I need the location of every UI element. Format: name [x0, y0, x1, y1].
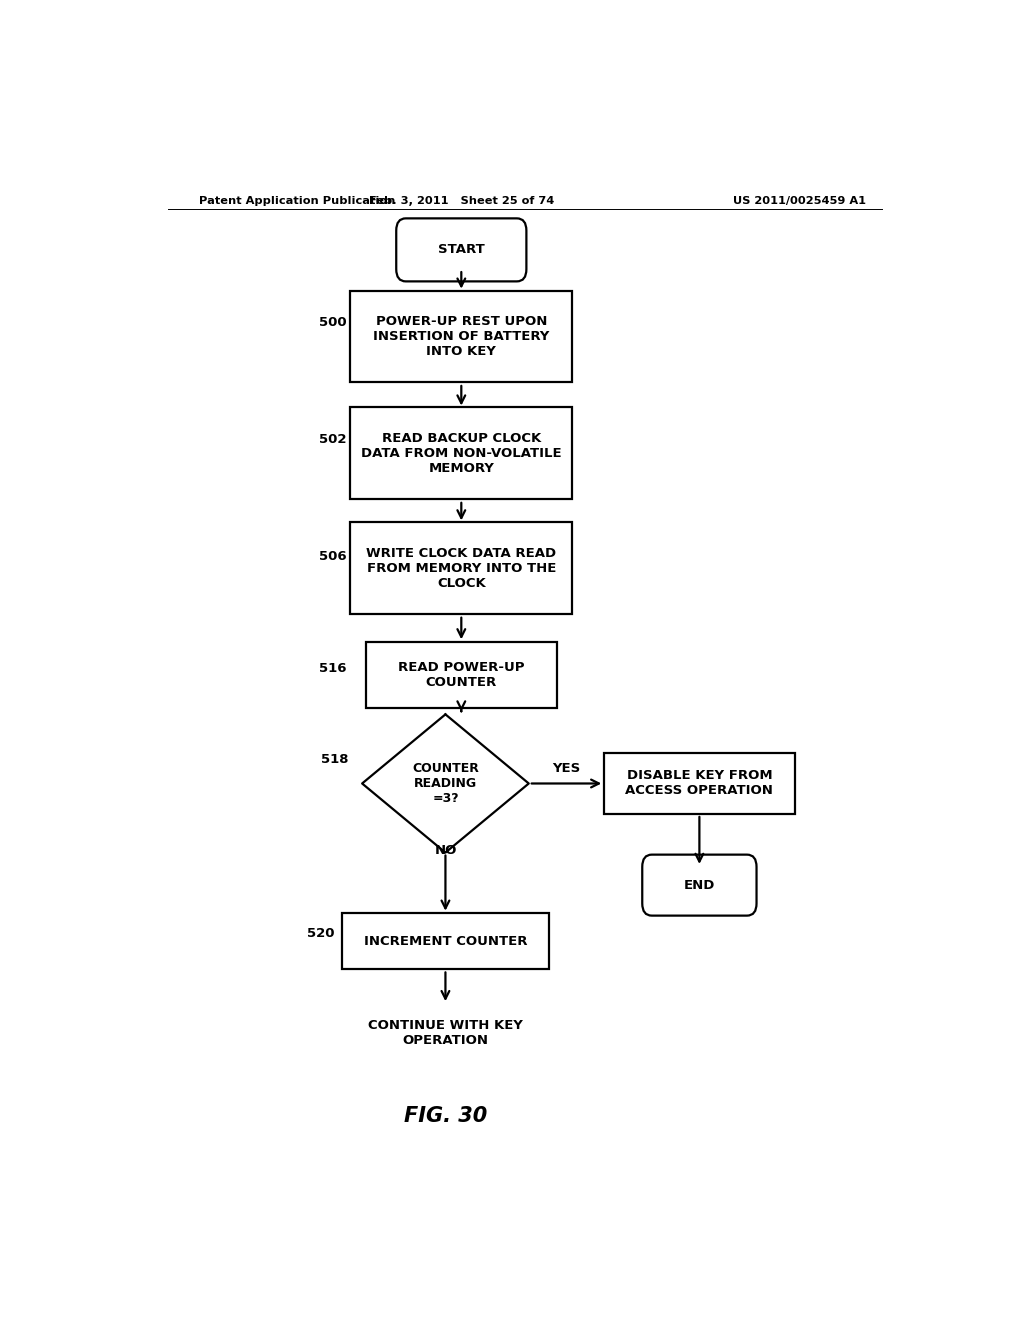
Polygon shape	[362, 714, 528, 853]
Text: POWER-UP REST UPON
INSERTION OF BATTERY
INTO KEY: POWER-UP REST UPON INSERTION OF BATTERY …	[373, 314, 550, 358]
Text: FIG. 30: FIG. 30	[403, 1106, 487, 1126]
Text: NO: NO	[434, 845, 457, 858]
Text: CONTINUE WITH KEY
OPERATION: CONTINUE WITH KEY OPERATION	[368, 1019, 523, 1047]
Text: 506: 506	[318, 549, 346, 562]
Text: Feb. 3, 2011   Sheet 25 of 74: Feb. 3, 2011 Sheet 25 of 74	[369, 197, 554, 206]
Text: DISABLE KEY FROM
ACCESS OPERATION: DISABLE KEY FROM ACCESS OPERATION	[626, 770, 773, 797]
Bar	[342, 913, 549, 969]
Text: 502: 502	[318, 433, 346, 446]
Text: 518: 518	[322, 752, 348, 766]
Text: YES: YES	[553, 763, 581, 775]
Bar	[350, 408, 572, 499]
Text: READ POWER-UP
COUNTER: READ POWER-UP COUNTER	[398, 661, 524, 689]
Text: INCREMENT COUNTER: INCREMENT COUNTER	[364, 935, 527, 948]
Bar	[350, 523, 572, 614]
Text: 500: 500	[318, 315, 346, 329]
Text: US 2011/0025459 A1: US 2011/0025459 A1	[733, 197, 866, 206]
Text: START: START	[438, 243, 484, 256]
Text: 516: 516	[318, 661, 346, 675]
Bar	[367, 642, 557, 708]
FancyBboxPatch shape	[642, 854, 757, 916]
Text: 520: 520	[307, 927, 334, 940]
Text: Patent Application Publication: Patent Application Publication	[200, 197, 396, 206]
Bar	[604, 752, 795, 814]
Bar	[350, 290, 572, 381]
Text: COUNTER
READING
=3?: COUNTER READING =3?	[412, 762, 479, 805]
FancyBboxPatch shape	[396, 218, 526, 281]
Text: END: END	[684, 879, 715, 891]
Text: WRITE CLOCK DATA READ
FROM MEMORY INTO THE
CLOCK: WRITE CLOCK DATA READ FROM MEMORY INTO T…	[367, 546, 556, 590]
Text: READ BACKUP CLOCK
DATA FROM NON-VOLATILE
MEMORY: READ BACKUP CLOCK DATA FROM NON-VOLATILE…	[361, 432, 561, 475]
